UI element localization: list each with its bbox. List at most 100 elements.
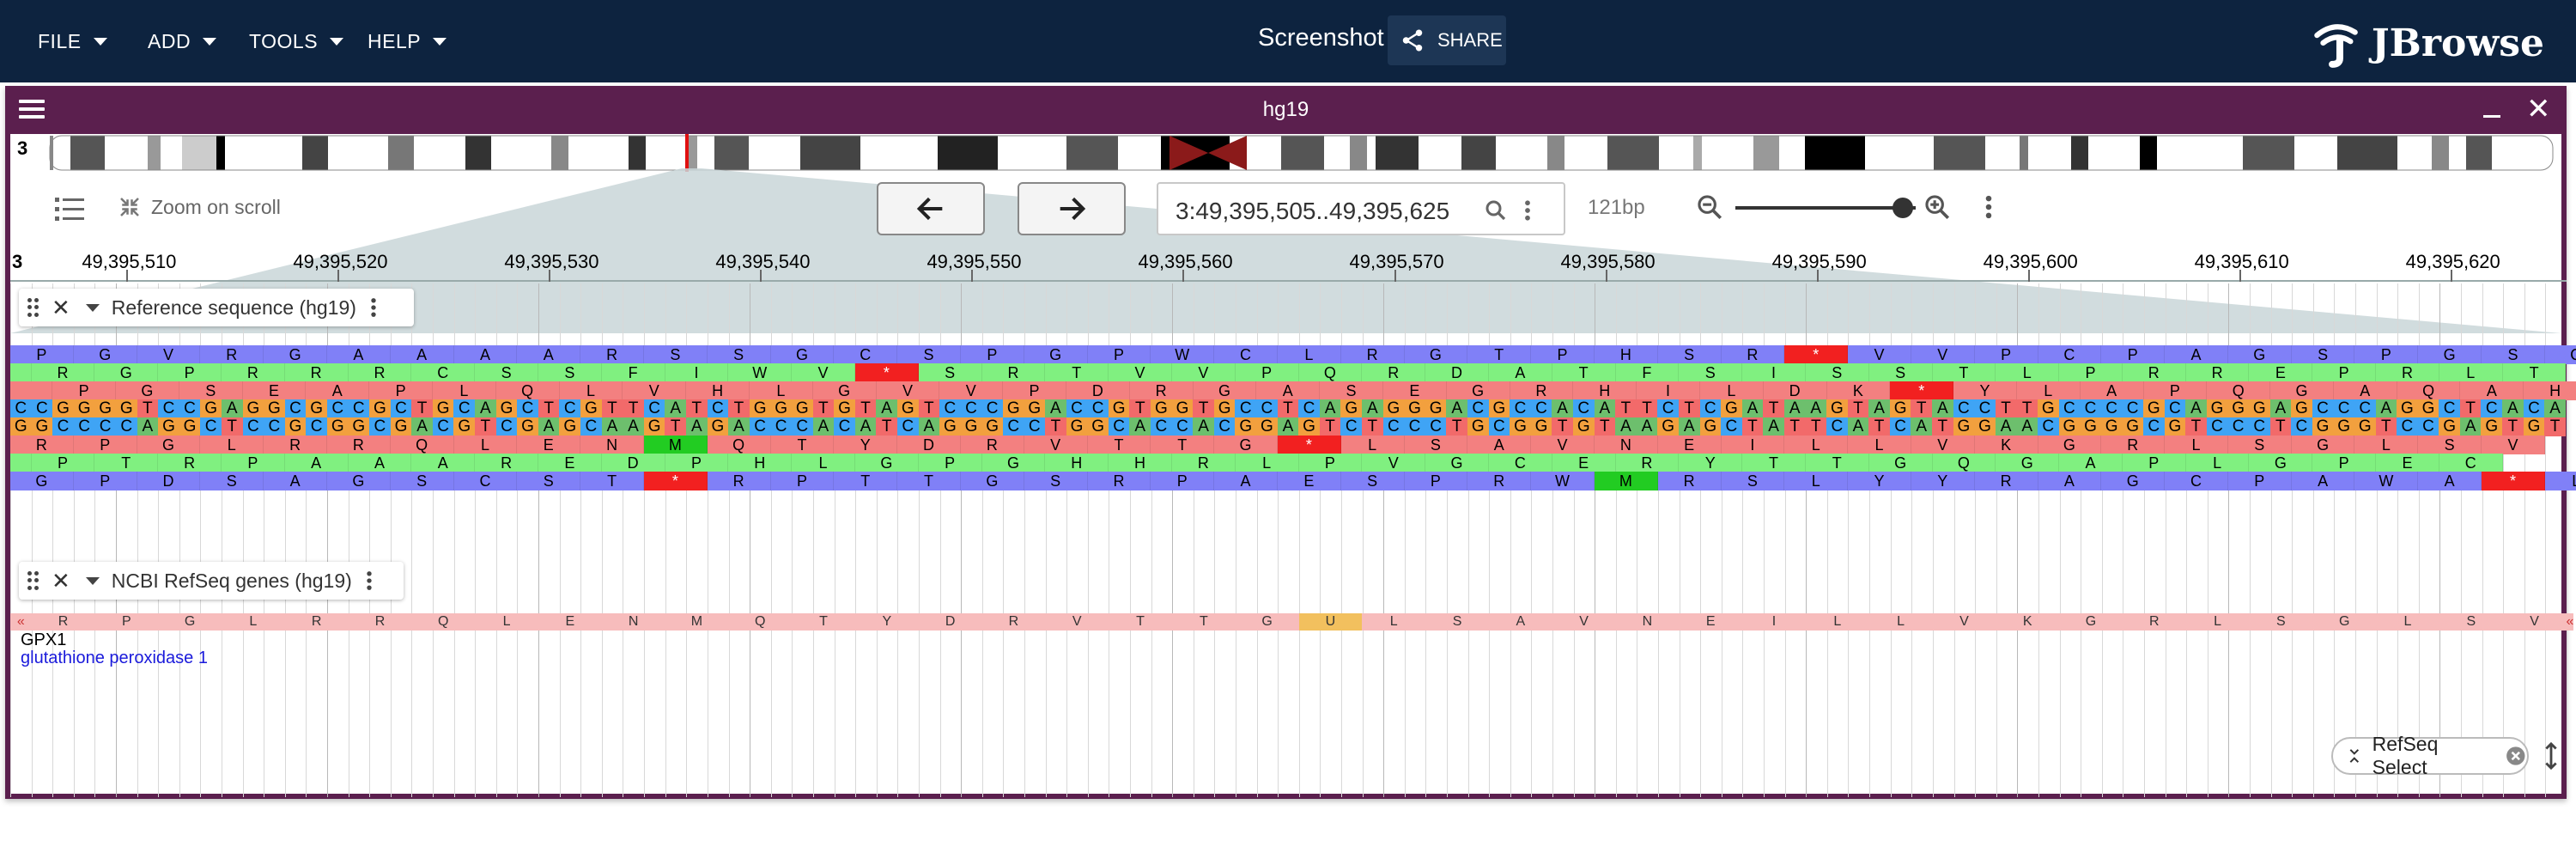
zoom-on-scroll-label[interactable]: Zoom on scroll: [151, 196, 281, 218]
add-menu[interactable]: ADD: [148, 0, 217, 82]
cytoband: [105, 136, 148, 170]
kebab-icon[interactable]: [1519, 198, 1536, 223]
cytoband: [491, 136, 551, 170]
gene-amino-acid: Y: [854, 613, 919, 631]
amino-acid: V: [876, 381, 940, 400]
gridline: [306, 283, 307, 797]
cytoband: [2492, 136, 2535, 170]
base: A: [686, 417, 708, 436]
cytoband: [800, 136, 860, 170]
location-input[interactable]: 3:49,395,505..49,395,625: [1176, 198, 1450, 224]
base: T: [854, 399, 877, 418]
ruler-tick: [549, 270, 551, 282]
amino-acid: R: [981, 363, 1046, 382]
base: C: [791, 417, 813, 436]
gridline: [158, 283, 160, 797]
kebab-icon[interactable]: [364, 569, 374, 593]
chromosome-overview[interactable]: 3: [10, 134, 2561, 172]
chevron-down-icon[interactable]: [85, 576, 100, 585]
track-selector-icon[interactable]: [55, 196, 84, 223]
amino-acid: W: [1151, 345, 1215, 364]
tools-menu[interactable]: TOOLS: [249, 0, 344, 82]
base: A: [728, 417, 750, 436]
base: T: [137, 399, 159, 418]
expand-vertical-icon[interactable]: [2538, 737, 2564, 775]
kebab-icon[interactable]: [368, 295, 379, 320]
amino-acid: A: [2059, 454, 2123, 472]
gridline: [1172, 283, 1174, 797]
search-icon[interactable]: [1483, 198, 1509, 223]
minimize-icon[interactable]: [2483, 115, 2500, 118]
cancel-icon[interactable]: ✕: [52, 294, 70, 320]
session-title[interactable]: Screenshot: [1258, 24, 1384, 52]
gene-feature-protein[interactable]: «R P G L R R Q L E N M Q T Y D R V T T G U L S A V N E I L L V K G R L S G L S…: [10, 613, 2574, 631]
base: A: [812, 417, 835, 436]
base: C: [2523, 399, 2545, 418]
translation-frame-rev-3: G P D S A G S C S T * R P T T G S R P A E S P R W M R S L Y Y R A G C P A W A *…: [10, 472, 2576, 490]
chevron-down-icon[interactable]: [85, 303, 100, 312]
cancel-icon[interactable]: ✕: [52, 567, 70, 594]
close-icon[interactable]: ✕: [2526, 93, 2551, 125]
amino-acid: L: [2439, 363, 2503, 382]
amino-acid: S: [517, 472, 581, 490]
base: T: [2269, 417, 2292, 436]
base: G: [2248, 399, 2270, 418]
amino-acid: T: [1742, 454, 1806, 472]
zoom-slider-thumb[interactable]: [1893, 198, 1914, 218]
gene-amino-acid: L: [1362, 613, 1426, 631]
jbrowse-logo-icon: [2314, 24, 2358, 68]
cancel-icon[interactable]: [2505, 745, 2527, 767]
hamburger-icon[interactable]: [19, 100, 45, 119]
scroll-left-button[interactable]: [877, 182, 985, 235]
gridline: [538, 283, 540, 797]
base: T: [221, 417, 243, 436]
kebab-icon[interactable]: [1980, 192, 1997, 222]
amino-acid: D: [1425, 363, 1489, 382]
base: C: [495, 417, 518, 436]
gridline: [559, 283, 561, 797]
cytoband: [148, 136, 161, 170]
amino-acid: H: [1045, 454, 1109, 472]
cytoband-ideogram[interactable]: [10, 134, 2561, 172]
amino-acid: E: [538, 454, 602, 472]
amino-acid: T: [1552, 363, 1616, 382]
zoom-slider[interactable]: [1735, 206, 1916, 210]
amino-acid: V: [1911, 345, 1975, 364]
help-menu[interactable]: HELP: [368, 0, 447, 82]
zoom-out-icon[interactable]: [1695, 192, 1724, 222]
location-search-box[interactable]: 3:49,395,505..49,395,625: [1157, 182, 1565, 235]
base: T: [475, 417, 496, 436]
amino-acid: L: [1235, 454, 1299, 472]
genes-track-label: ✕ NCBI RefSeq genes (hg19): [19, 562, 404, 600]
base: A: [918, 417, 940, 436]
cytoband: [161, 136, 182, 170]
amino-acid: S: [918, 363, 982, 382]
gridline: [411, 283, 413, 797]
drag-handle-icon[interactable]: [27, 298, 39, 317]
ruler-tick: [1605, 270, 1607, 282]
gridline: [1531, 283, 1533, 797]
base: G: [1066, 417, 1088, 436]
app-bar: FILE ADD TOOLS HELP Screenshot SHARE: [0, 0, 2576, 82]
amino-acid: G: [1193, 381, 1257, 400]
cytoband: [70, 136, 105, 170]
base: T: [918, 399, 940, 418]
cytoband: [1367, 136, 1376, 170]
refseq-select-chip[interactable]: RefSeq Select: [2331, 733, 2529, 778]
file-menu[interactable]: FILE: [38, 0, 107, 82]
drag-handle-icon[interactable]: [27, 571, 39, 590]
zoom-on-scroll-icon[interactable]: [117, 194, 143, 220]
gene-description[interactable]: glutathione peroxidase 1: [21, 649, 208, 667]
scroll-right-button[interactable]: [1018, 182, 1126, 235]
gridline: [1256, 283, 1258, 797]
share-button[interactable]: SHARE: [1388, 15, 1506, 65]
amino-acid: V: [1848, 345, 1911, 364]
zoom-in-icon[interactable]: [1923, 192, 1952, 222]
amino-acid: L: [749, 381, 813, 400]
amino-acid: V: [1362, 454, 1426, 472]
base: G: [2354, 417, 2376, 436]
strand-arrow: «: [10, 613, 32, 631]
gene-name[interactable]: GPX1: [21, 631, 67, 649]
amino-acid: F: [601, 363, 665, 382]
